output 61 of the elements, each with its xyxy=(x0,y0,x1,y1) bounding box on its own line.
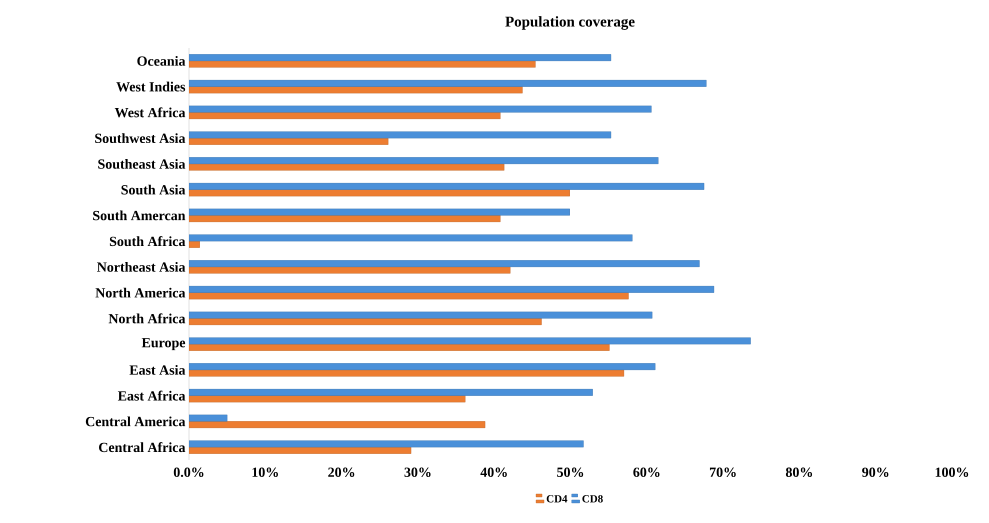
bar xyxy=(189,112,501,120)
x-tick-label: 70% xyxy=(710,468,736,477)
bar xyxy=(189,395,466,402)
y-tick-label: Central Africa xyxy=(99,442,186,452)
y-tick-label: South Africa xyxy=(110,236,186,246)
bar xyxy=(189,292,629,300)
bar xyxy=(189,286,714,293)
x-tick-label: 50% xyxy=(557,468,584,477)
y-tick-label: East Asia xyxy=(130,364,186,375)
x-tick-label: 0.0% xyxy=(174,468,204,478)
y-tick-label: West Indies xyxy=(116,82,186,92)
x-tick-label: 60% xyxy=(633,468,660,477)
y-tick-label: North Africa xyxy=(108,313,186,324)
x-tick-label: 40% xyxy=(480,468,507,477)
y-tick-label: East Africa xyxy=(118,390,186,401)
y-tick-label: Oceania xyxy=(137,56,186,66)
chart-title: Population coverage xyxy=(505,16,635,30)
x-tick-label: 90% xyxy=(862,468,888,477)
y-tick-label: North America xyxy=(96,288,186,298)
bar xyxy=(189,157,658,164)
bar xyxy=(189,318,542,326)
x-tick-label: 30% xyxy=(404,468,431,477)
legend-label: CD8 xyxy=(582,495,603,502)
bar xyxy=(189,86,523,94)
bar xyxy=(189,344,610,351)
y-tick-label: Northeast Asia xyxy=(97,262,186,272)
legend-label: CD4 xyxy=(546,495,568,502)
y-tick-label: South Amercan xyxy=(93,210,186,220)
bar xyxy=(189,363,656,370)
y-tick-label: Central America xyxy=(86,416,186,426)
y-tick-label: West Africa xyxy=(114,107,186,118)
y-tick-label: South Asia xyxy=(122,184,186,195)
bar xyxy=(189,208,570,216)
bar xyxy=(189,266,510,274)
bar xyxy=(189,260,700,268)
bar xyxy=(189,164,504,171)
bar xyxy=(189,138,388,145)
bar xyxy=(189,131,612,138)
bar xyxy=(189,388,593,396)
bar xyxy=(189,54,612,62)
bar xyxy=(189,312,652,319)
bar xyxy=(189,182,704,190)
x-tick-label: 20% xyxy=(328,468,354,477)
bar xyxy=(189,421,486,428)
bar xyxy=(189,80,707,87)
bar xyxy=(189,440,584,448)
bar xyxy=(189,215,501,222)
bar xyxy=(189,446,412,454)
bar xyxy=(189,414,228,422)
x-tick-label: 80% xyxy=(786,468,812,477)
x-tick-label: 100% xyxy=(936,468,968,477)
x-tick-label: 10% xyxy=(252,468,278,477)
y-tick-label: Southeast Asia xyxy=(98,158,186,169)
bar xyxy=(189,60,536,68)
bar xyxy=(189,234,633,242)
bar xyxy=(189,189,570,196)
bar xyxy=(189,370,624,377)
y-tick-label: Southwest Asia xyxy=(95,133,186,144)
y-tick-label: Europe xyxy=(142,338,186,350)
bar xyxy=(189,337,751,344)
bar xyxy=(189,106,652,113)
